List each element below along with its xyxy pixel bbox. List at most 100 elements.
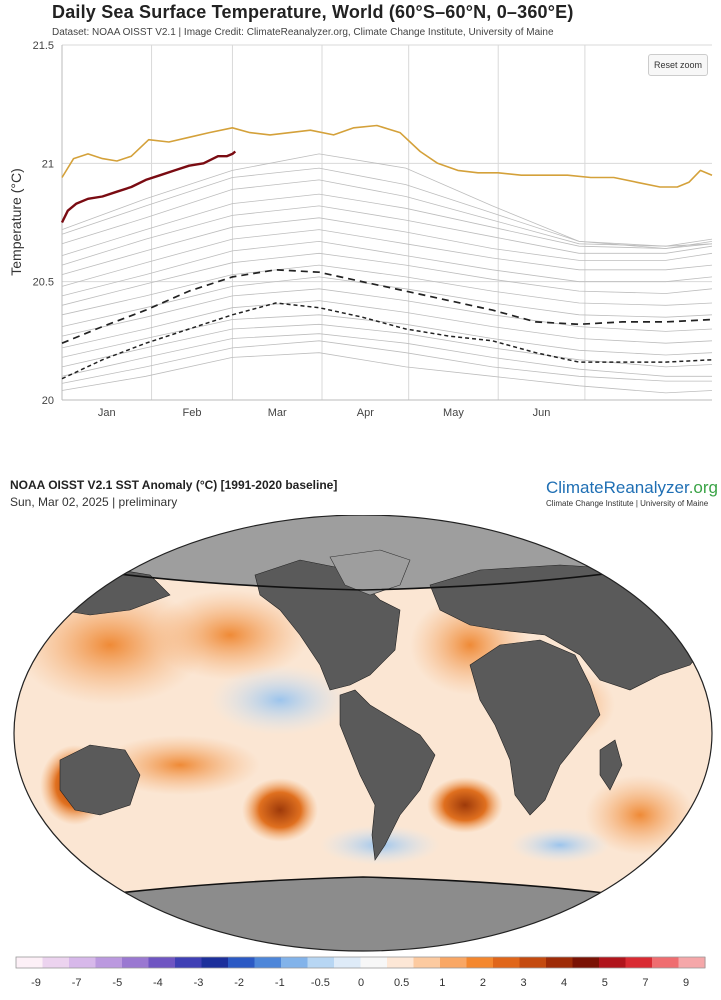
colorbar-label: -2 [234, 977, 244, 989]
other-year-line [61, 179, 713, 247]
colorbar-swatch [16, 957, 44, 968]
colorbar-swatch [122, 957, 150, 968]
colorbar-label: -9 [31, 977, 41, 989]
colorbar-label: -4 [153, 977, 163, 989]
other-year-line [61, 205, 713, 266]
chart-title: Daily Sea Surface Temperature, World (60… [52, 2, 574, 22]
colorbar-swatch [69, 957, 97, 968]
colorbar-label: -7 [72, 977, 82, 989]
other-year-line [61, 252, 713, 306]
colorbar-label: 2 [480, 977, 486, 989]
colorbar-swatch [519, 957, 547, 968]
anomaly-warm-patch [242, 778, 318, 842]
other-year-line [61, 264, 713, 316]
logo-subtitle: Climate Change Institute | University of… [546, 499, 709, 508]
colorbar-label: -5 [112, 977, 122, 989]
anomaly-warm-patch [100, 735, 260, 795]
colorbar-swatch [228, 957, 256, 968]
reset-zoom-button[interactable]: Reset zoom [648, 54, 708, 76]
other-year-line [61, 288, 713, 337]
colorbar-swatch [625, 957, 653, 968]
other-year-line [61, 333, 712, 377]
other-year-line [61, 229, 713, 287]
colorbar-label: 0.5 [394, 977, 409, 989]
anomaly-cool-patch [210, 665, 350, 735]
other-year-line [61, 323, 713, 368]
other-year-line [61, 217, 713, 275]
x-tick-label: Jan [98, 407, 116, 419]
other-year-line [61, 276, 713, 327]
other-year-line [61, 340, 712, 384]
logo-text: ClimateReanalyzer [546, 478, 689, 497]
greenland [329, 549, 411, 596]
anomaly-warm-patch [427, 777, 503, 833]
climate-reanalyzer-logo[interactable]: ClimateReanalyzer.org [546, 478, 718, 498]
series-line-1982-2011-mean [61, 268, 713, 344]
colorbar-swatch [201, 957, 229, 968]
other-year-line [61, 167, 713, 247]
south-america [339, 689, 436, 861]
colorbar-label: 5 [602, 977, 608, 989]
colorbar-swatch [281, 957, 309, 968]
anomaly-cool-patch [510, 827, 610, 863]
colorbar-swatch [254, 957, 282, 968]
colorbar-label: -1 [275, 977, 285, 989]
colorbar-label: 1 [439, 977, 445, 989]
colorbar-label: -0.5 [311, 977, 330, 989]
anomaly-warm-patch [585, 775, 695, 855]
colorbar-swatch [95, 957, 123, 968]
x-tick-label: Mar [268, 407, 287, 419]
other-year-line [61, 314, 713, 358]
other-year-line [61, 240, 713, 297]
series-line-2024 [61, 124, 713, 188]
colorbar-swatch [413, 957, 441, 968]
chart-subtitle: Dataset: NOAA OISST V2.1 | Image Credit:… [52, 27, 554, 38]
logo-suffix: .org [688, 478, 718, 497]
y-axis-label: Temperature (°C) [8, 168, 24, 276]
colorbar-swatch [652, 957, 680, 968]
y-tick-label: 20 [42, 395, 54, 407]
colorbar-swatch [440, 957, 468, 968]
antarctica-region [14, 877, 712, 951]
colorbar-swatch [493, 957, 521, 968]
plot-area [62, 45, 712, 400]
colorbar-swatch [307, 957, 335, 968]
sst-line-chart: 20 20.5 21 21.5 Jan Feb Mar Apr May Jun Temperatu… [8, 40, 713, 419]
colorbar-label: 3 [520, 977, 526, 989]
colorbar-swatch [466, 957, 494, 968]
colorbar-swatch [599, 957, 627, 968]
sst-anomaly-map [13, 515, 713, 952]
africa [469, 639, 601, 816]
other-year-line [61, 352, 713, 394]
madagascar [599, 739, 623, 791]
x-tick-label: Feb [183, 407, 202, 419]
colorbar-swatch [572, 957, 600, 968]
map-date: Sun, Mar 02, 2025 | preliminary [10, 495, 178, 509]
colorbar-swatch [360, 957, 388, 968]
series-line-2025 [60, 150, 237, 224]
x-tick-label: Apr [357, 407, 374, 419]
colorbar-swatch [42, 957, 70, 968]
globe-outline [13, 515, 713, 952]
anomaly-warm-patch [150, 590, 310, 680]
colorbar-swatch [175, 957, 203, 968]
colorbar-label: 4 [561, 977, 567, 989]
colorbar-label: -3 [194, 977, 204, 989]
other-year-line [61, 300, 713, 349]
colorbar-swatch [678, 957, 706, 968]
map-title: NOAA OISST V2.1 SST Anomaly (°C) [1991-2… [10, 478, 338, 492]
x-tick-label: Jun [533, 407, 551, 419]
y-tick-label: 21.5 [33, 40, 54, 52]
colorbar-label: 0 [358, 977, 364, 989]
y-tick-label: 21 [42, 158, 54, 170]
colorbar-frame [15, 956, 706, 969]
anomaly-colorbar: -9 -7 -5 -4 -3 -2 -1 -0.5 0 0.5 1 2 3 4 5 7 9 [15, 956, 706, 989]
x-tick-label: May [443, 407, 464, 419]
colorbar-label: 9 [683, 977, 689, 989]
other-year-line [61, 153, 713, 249]
y-tick-label: 20.5 [33, 277, 54, 289]
other-year-line [61, 193, 713, 256]
series-line-1982-2011-lower [61, 302, 713, 380]
colorbar-swatch [334, 957, 362, 968]
colorbar-swatch [387, 957, 415, 968]
